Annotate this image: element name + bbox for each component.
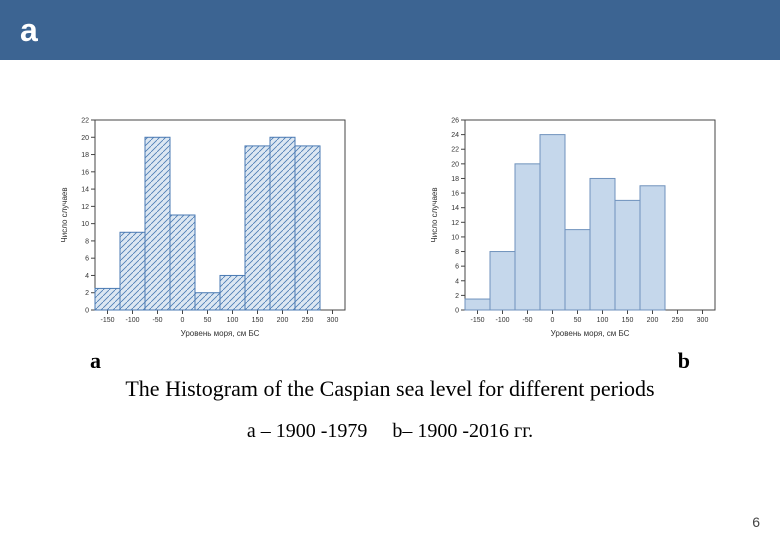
svg-text:150: 150 [252,317,264,324]
svg-text:-150: -150 [470,317,484,324]
svg-text:22: 22 [451,147,459,154]
svg-text:8: 8 [85,238,89,245]
svg-text:-100: -100 [495,317,509,324]
chart-b: 02468101214161820222426-150-100-50050100… [425,110,725,340]
svg-text:Число случаев: Число случаев [60,187,69,242]
svg-text:0: 0 [181,317,185,324]
svg-text:50: 50 [574,317,582,324]
legend-b: b– 1900 -2016 гг. [392,420,533,442]
svg-text:18: 18 [451,176,459,183]
svg-text:6: 6 [455,264,459,271]
charts-row: 0246810121416182022-150-100-500501001502… [0,110,780,340]
svg-text:18: 18 [81,152,89,159]
svg-text:-100: -100 [125,317,139,324]
svg-text:-50: -50 [152,317,162,324]
svg-text:20: 20 [451,161,459,168]
header-band: a [0,0,780,60]
svg-text:250: 250 [672,317,684,324]
svg-text:10: 10 [451,234,459,241]
svg-text:50: 50 [204,317,212,324]
svg-text:200: 200 [647,317,659,324]
legend-a: a – 1900 -1979 [247,420,368,442]
svg-text:4: 4 [85,273,89,280]
svg-text:20: 20 [81,135,89,142]
page-number: 6 [752,514,760,530]
svg-text:0: 0 [551,317,555,324]
svg-text:100: 100 [227,317,239,324]
caption: The Histogram of the Caspian sea level f… [0,376,780,402]
svg-text:16: 16 [81,169,89,176]
svg-text:16: 16 [451,191,459,198]
svg-text:150: 150 [622,317,634,324]
svg-text:14: 14 [81,187,89,194]
svg-text:26: 26 [451,118,459,125]
label-a: a [90,348,101,374]
svg-text:200: 200 [277,317,289,324]
svg-text:4: 4 [455,278,459,285]
svg-text:22: 22 [81,118,89,125]
svg-text:14: 14 [451,205,459,212]
svg-text:-150: -150 [100,317,114,324]
svg-text:6: 6 [85,256,89,263]
ab-labels: a b [0,348,780,374]
svg-text:-50: -50 [522,317,532,324]
svg-text:Уровень моря, см БС: Уровень моря, см БС [551,329,630,338]
header-letter: a [20,12,38,49]
svg-text:100: 100 [597,317,609,324]
svg-text:300: 300 [697,317,709,324]
label-b: b [678,348,690,374]
svg-text:0: 0 [455,308,459,315]
svg-text:0: 0 [85,308,89,315]
svg-text:10: 10 [81,221,89,228]
chart-b-svg: 02468101214161820222426-150-100-50050100… [425,110,725,340]
chart-a: 0 2 4 6 8 10 12 14 16 18 20 22 -150 -100 -50 0 50 100 150 2… [55,110,355,340]
svg-text:8: 8 [455,249,459,256]
svg-text:2: 2 [455,293,459,300]
chart-a-svg: 0 2 4 6 8 10 12 14 16 18 20 22 -150 -100 -50 0 50 100 150 2… [55,110,355,340]
svg-text:12: 12 [451,220,459,227]
svg-text:250: 250 [302,317,314,324]
svg-text:300: 300 [327,317,339,324]
svg-text:12: 12 [81,204,89,211]
ab-legend: a – 1900 -1979 b– 1900 -2016 гг. [0,420,780,443]
svg-text:2: 2 [85,290,89,297]
svg-text:24: 24 [451,132,459,139]
svg-text:Уровень моря, см БС: Уровень моря, см БС [181,329,260,338]
svg-text:Число случаев: Число случаев [430,187,439,242]
